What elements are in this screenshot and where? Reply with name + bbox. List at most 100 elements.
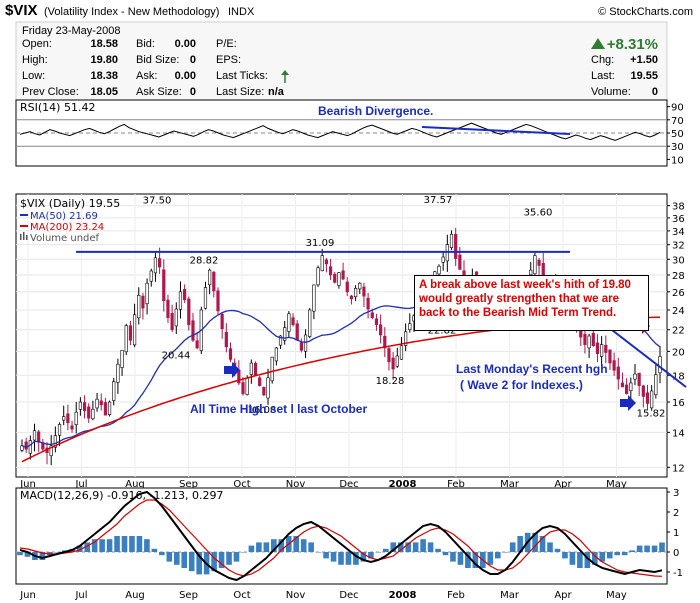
macd-histogram-bar <box>517 536 523 552</box>
macd-histogram-bar <box>39 552 46 560</box>
rsi-panel: 10 30 50 70 90 RSI(14) 51.42 Bearish Diverge… <box>15 99 684 167</box>
arrow-right-icon-oct <box>224 362 240 378</box>
price-candle-body <box>616 366 620 380</box>
rsi-tick-label: 10 <box>671 155 684 166</box>
date-axis-label: Jun <box>19 590 36 601</box>
price-annotation-label: 31.09 <box>306 238 335 249</box>
macd-histogram-bar <box>487 552 494 565</box>
macd-tick-label: 1 <box>673 528 679 539</box>
price-candle-body <box>103 402 107 416</box>
macd-histogram-bar <box>420 539 426 552</box>
price-candle-body <box>149 270 153 282</box>
price-candle-body <box>353 288 358 298</box>
macd-panel: -1 0 1 2 3 MACD(12,26,9) -0.916, -1.213, 0.2… <box>15 487 683 585</box>
price-candle-body <box>366 297 370 310</box>
all-time-high-label: All Time HIgh set l last October <box>190 402 367 416</box>
source-credit: © StockCharts.com <box>598 6 693 18</box>
rsi-tick-label: 30 <box>671 142 684 153</box>
price-candle-body <box>203 287 208 309</box>
price-tick-label: 28 <box>672 271 685 282</box>
macd-histogram-bar <box>121 536 128 552</box>
price-candle-body <box>166 299 170 318</box>
price-candle-body <box>358 282 362 290</box>
macd-histogram-bar <box>323 552 329 559</box>
date-axis-label: Jul <box>74 479 87 490</box>
field-value: 18.38 <box>90 70 118 82</box>
macd-histogram-bar <box>427 542 434 552</box>
price-candle-body <box>654 374 658 396</box>
price-candle-body <box>91 408 95 420</box>
price-tick-label: 20 <box>672 347 685 358</box>
price-candle-body <box>170 313 174 331</box>
rsi-title: RSI(14) 51.42 <box>20 101 95 114</box>
macd-histogram-bar <box>144 539 150 552</box>
price-candle-body <box>220 313 224 329</box>
price-candle-body <box>291 317 295 325</box>
field-value: 18.58 <box>90 38 118 50</box>
legend-ma200: MA(200) 23.24 <box>30 222 104 233</box>
macd-histogram-bar <box>368 552 374 559</box>
date-axis-label: Mar <box>500 479 520 490</box>
price-candle-body <box>174 308 178 327</box>
field-label: Bid Size: <box>136 54 179 66</box>
date-axis-label: Oct <box>233 479 250 490</box>
price-candle-body <box>112 381 116 401</box>
macd-histogram-bar <box>241 552 247 553</box>
price-candle-body <box>295 323 299 341</box>
macd-histogram-bar <box>159 552 165 556</box>
macd-histogram-bar <box>173 552 180 565</box>
price-candle-body <box>408 323 412 330</box>
price-tick-label: 14 <box>672 428 685 439</box>
price-candle-body <box>328 266 333 276</box>
field-label: Bid: <box>136 38 155 50</box>
price-candle-body <box>262 387 266 396</box>
macd-histogram-bar <box>54 552 61 553</box>
date-axis-label: Dec <box>339 479 358 490</box>
date-axis-label: Sep <box>179 590 198 601</box>
price-candle-body <box>28 440 32 454</box>
macd-histogram-bar <box>353 552 359 565</box>
price-candle-body <box>187 298 191 325</box>
macd-histogram-bar <box>509 542 516 552</box>
price-tick-label: 24 <box>672 306 685 317</box>
price-tick-label: 36 <box>672 214 685 225</box>
macd-histogram-bar <box>226 552 232 565</box>
field-label: Volume: <box>591 86 631 98</box>
rsi-tick-label: 90 <box>671 103 684 114</box>
date-axis-label: Mar <box>500 590 520 601</box>
price-candle-body <box>591 332 595 347</box>
downtrend-line <box>611 329 687 388</box>
price-candle-body <box>116 363 120 383</box>
price-candle-body <box>299 342 303 351</box>
price-candle-body <box>183 289 187 301</box>
price-candle-body <box>399 345 404 360</box>
macd-tick-label: 3 <box>673 488 679 499</box>
price-candle-body <box>57 424 62 436</box>
price-candle-body <box>245 377 249 395</box>
price-candle-body <box>124 325 128 353</box>
bearish-divergence-label: Bearish Divergence. <box>318 104 433 118</box>
price-title: $VIX (Daily) 19.55 <box>20 197 120 210</box>
field-label: Ask: <box>136 70 157 82</box>
price-candle-body <box>379 324 383 336</box>
price-candle-body <box>216 290 220 312</box>
price-candle-body <box>587 335 591 349</box>
price-candle-body <box>49 445 53 457</box>
price-tick-label: 18 <box>672 371 685 382</box>
price-candle-body <box>132 314 137 346</box>
macd-histogram-bar <box>651 545 658 552</box>
price-candle-body <box>141 295 145 309</box>
date-axis-label: 2008 <box>389 590 417 601</box>
macd-tick-label: -1 <box>673 568 683 579</box>
macd-histogram-bar <box>211 552 217 572</box>
macd-histogram-bar <box>278 539 285 552</box>
price-candle-body <box>658 356 662 374</box>
price-candle-body <box>266 377 270 399</box>
field-label: Ask Size: <box>136 86 182 98</box>
up-arrow-icon <box>281 70 289 83</box>
macd-histogram-bar <box>562 552 568 559</box>
field-label: P/E: <box>216 38 237 50</box>
date-axis-price: Jun Jul Aug Sep Oct Nov Dec 2008 Feb Mar Apr May <box>19 479 627 490</box>
field-value: 0.00 <box>175 38 196 50</box>
macd-histogram-bar <box>614 552 621 556</box>
